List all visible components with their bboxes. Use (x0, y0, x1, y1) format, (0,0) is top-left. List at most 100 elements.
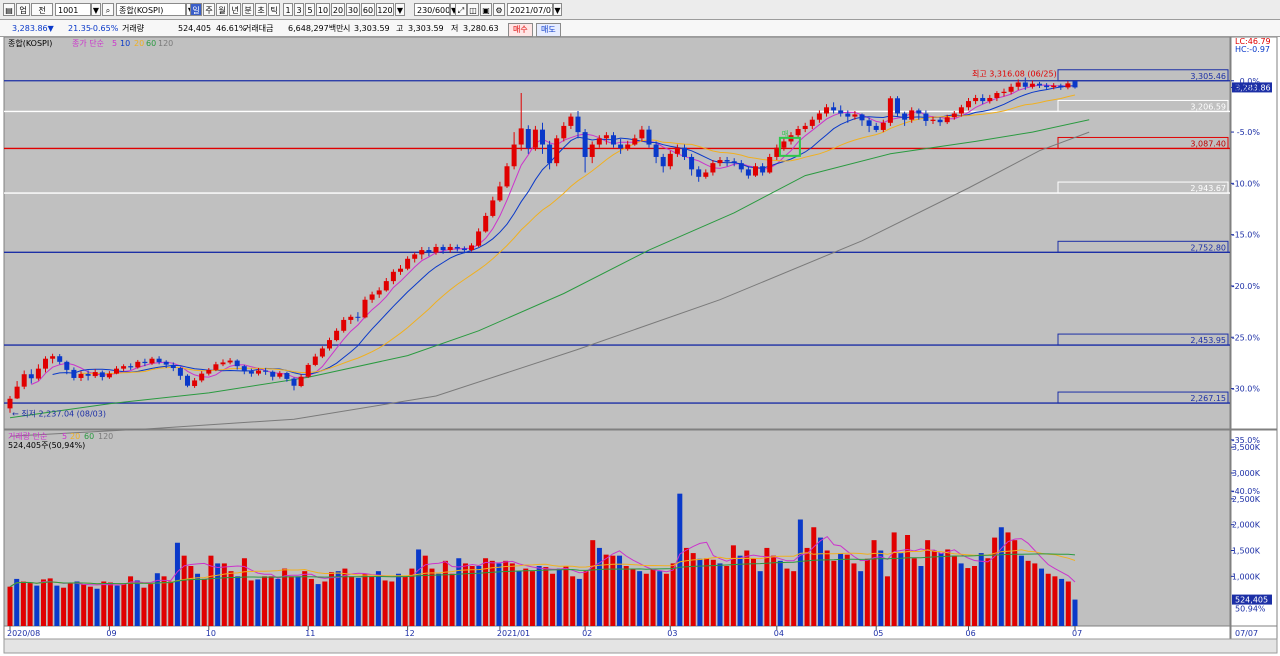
interval-20-button[interactable]: 20 (331, 3, 345, 16)
volume-bar (690, 553, 696, 626)
interval-dropdown-button[interactable]: ▼ (395, 3, 405, 16)
interval-30-button[interactable]: 30 (346, 3, 360, 16)
interval-10-button[interactable]: 10 (316, 3, 330, 16)
last-volume-tag-label: 524,405 (1235, 596, 1268, 605)
volume-legend-ma60: 60 (84, 432, 94, 441)
date-dropdown-button[interactable]: ▼ (553, 3, 562, 16)
candle-body (575, 116, 581, 133)
chart-area[interactable]: 3,305.46 3,206.59 3,087.40 2,943.67 2,752.80… (0, 37, 1280, 656)
buy-signal-marker[interactable] (778, 136, 801, 157)
candle-body (78, 373, 84, 378)
market-up-button[interactable]: 업 (16, 3, 30, 16)
volume-bar (422, 555, 428, 626)
candle-body (937, 119, 943, 123)
volume-bar (1072, 599, 1078, 626)
volume-value: 524,405 (178, 24, 212, 33)
candle-body (192, 380, 198, 387)
chart-tool-icon[interactable]: ⤢ (455, 3, 467, 16)
candle-body (43, 358, 48, 369)
period-second-tab[interactable]: 초 (255, 3, 267, 16)
interval-3-button[interactable]: 3 (294, 3, 304, 16)
chart-scrollbar[interactable] (3, 638, 1278, 654)
volume-bar (992, 537, 998, 626)
volume-bar (1025, 560, 1031, 626)
volume-bar (576, 578, 582, 626)
candle-body (405, 258, 411, 269)
candle-body (447, 246, 453, 251)
volume-bar (134, 580, 140, 626)
price-level-label: 2,752.80 (1190, 243, 1226, 252)
market-select[interactable]: 전 (31, 3, 53, 16)
candles: 최고 3,316.08 (06/25) ← 최저 2,237.04 (08/03) (7, 68, 1078, 418)
volume-bar (342, 568, 348, 626)
date-tick-label: 02 (582, 629, 592, 638)
volume-bar (1032, 563, 1038, 626)
candle-body (163, 361, 169, 365)
volume-bar (730, 545, 736, 626)
candle-body (646, 129, 652, 145)
period-week-tab[interactable]: 주 (203, 3, 215, 16)
search-icon[interactable]: ⌕ (102, 3, 114, 16)
volume-bar (777, 560, 783, 626)
candle-body (440, 246, 446, 251)
volume-bar (362, 573, 368, 626)
volume-bar (402, 576, 408, 626)
volume-bar (784, 568, 790, 626)
indicator-icon[interactable]: ◫ (467, 3, 479, 16)
interval-5-button[interactable]: 5 (305, 3, 315, 16)
interval-120-button[interactable]: 120 (376, 3, 394, 16)
menu-icon[interactable]: ▤ (3, 3, 15, 16)
period-year-tab[interactable]: 년 (229, 3, 241, 16)
code-input[interactable]: 1001 (55, 3, 91, 16)
buy-button[interactable]: 매수 (508, 23, 533, 37)
candle-body (568, 116, 574, 126)
price-level-label: 2,453.95 (1190, 336, 1226, 345)
candle-body (518, 128, 524, 145)
volume-bar (911, 558, 917, 626)
volume-bar (757, 571, 763, 626)
candle-body (923, 113, 929, 121)
candle-body (582, 132, 588, 157)
volume-bar (221, 563, 227, 626)
period-tick-tab[interactable]: 틱 (268, 3, 280, 16)
candle-body (511, 144, 517, 167)
volume-bar (878, 550, 884, 626)
volume-bar (965, 568, 971, 626)
interval-1-button[interactable]: 1 (283, 3, 293, 16)
volume-bar (824, 550, 830, 626)
volume-bar (335, 571, 341, 626)
low-annotation: ← 최저 2,237.04 (08/03) (12, 408, 106, 418)
volume-bar (503, 560, 509, 626)
axis-labels: 3,283.860.0%-0.65% -5.0% -10.0% -15.0% -20.0… (7, 77, 1272, 638)
count-field[interactable]: 230/600 (414, 3, 450, 16)
code-dropdown-button[interactable]: ▼ (91, 3, 101, 16)
index-name-field[interactable]: 종합(KOSPI) (116, 3, 186, 16)
date-tick-label: 2021/01 (497, 629, 530, 638)
volume-bars (7, 493, 1078, 626)
low-value: 3,280.63 (463, 24, 499, 33)
candle-body (618, 144, 624, 149)
candle-body (291, 378, 297, 386)
volume-bar (905, 535, 911, 626)
candle-body (717, 160, 723, 164)
settings-icon[interactable]: ⚙ (493, 3, 505, 16)
volume-bar (40, 579, 46, 626)
date-field[interactable]: 2021/07/07 (507, 3, 553, 16)
toolbar: ▤ 업 전 1001 ▼ ⌕ 종합(KOSPI) ▼ 일 주 월 년 분 초 틱… (0, 0, 1280, 20)
amount-value: 6,648,297백만 (288, 24, 344, 33)
candle-body (951, 113, 957, 118)
date-tick-label: 05 (873, 629, 883, 638)
volume-bar (275, 578, 281, 626)
sell-button[interactable]: 매도 (536, 23, 561, 37)
period-month-tab[interactable]: 월 (216, 3, 228, 16)
save-icon[interactable]: ▣ (480, 3, 492, 16)
period-minute-tab[interactable]: 분 (242, 3, 254, 16)
volume-bar (429, 568, 435, 626)
buy-signal-label: 매 (782, 130, 788, 138)
period-day-tab[interactable]: 일 (190, 3, 202, 16)
price-legend-ma120: 120 (158, 39, 173, 48)
candle-body (561, 125, 567, 139)
candle-body (199, 373, 205, 381)
interval-60-button[interactable]: 60 (361, 3, 375, 16)
volume-ma60-line (9, 553, 1076, 588)
